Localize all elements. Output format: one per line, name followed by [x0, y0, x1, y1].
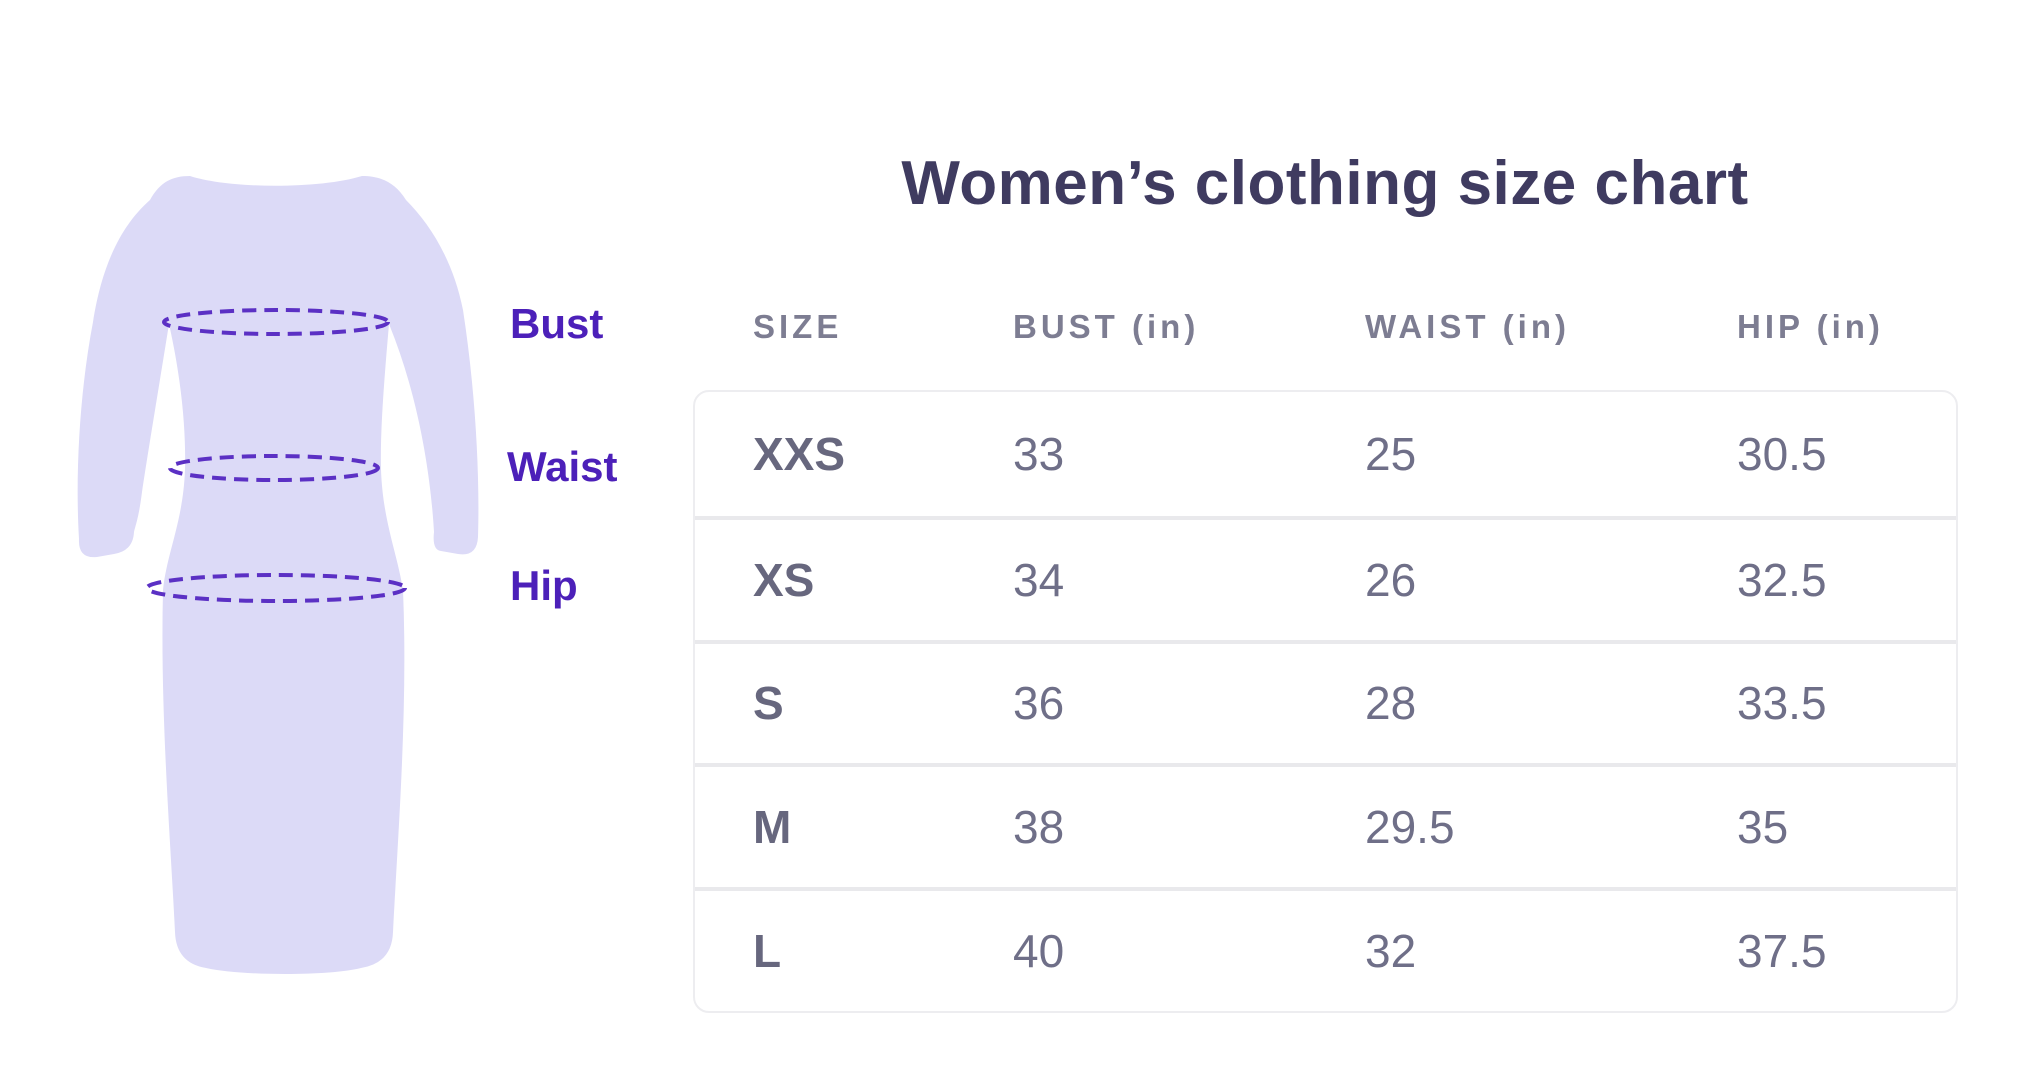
waist-cell: 32: [1365, 925, 1417, 978]
waist-measure-line: [168, 454, 380, 482]
table-row: S 36 28 33.5: [695, 639, 1956, 764]
waist-cell: 28: [1365, 677, 1417, 730]
table-row: XS 34 26 32.5: [695, 515, 1956, 640]
table-header-row: SIZE BUST (in) WAIST (in) HIP (in): [693, 303, 1958, 351]
size-cell: XXS: [753, 427, 846, 480]
waist-cell: 25: [1365, 427, 1417, 480]
table-row: M 38 29.5 35: [695, 763, 1956, 887]
hip-cell: 37.5: [1737, 925, 1827, 978]
size-cell: M: [753, 801, 792, 854]
waist-cell: 26: [1365, 553, 1417, 606]
hip-measure-line: [145, 573, 407, 603]
column-header-size: SIZE: [753, 308, 843, 345]
bust-label: Bust: [510, 300, 604, 347]
bust-cell: 38: [1013, 801, 1065, 854]
table-row: L 40 32 37.5: [695, 887, 1956, 1011]
bust-cell: 40: [1013, 925, 1065, 978]
size-cell: L: [753, 925, 782, 978]
page-title: Women’s clothing size chart: [901, 149, 1749, 218]
waist-cell: 29.5: [1365, 801, 1455, 854]
hip-cell: 33.5: [1737, 677, 1827, 730]
bust-measure-line: [162, 308, 390, 336]
column-header-bust: BUST (in): [1013, 308, 1200, 345]
hip-cell: 32.5: [1737, 553, 1827, 606]
dress-illustration: [77, 176, 479, 974]
size-table: XXS 33 25 30.5 XS 34 26 32.5 S 36 28 33.…: [693, 390, 1958, 1013]
hip-label: Hip: [510, 562, 578, 609]
table-row: XXS 33 25 30.5: [695, 392, 1956, 516]
size-cell: XS: [753, 553, 815, 606]
size-cell: S: [753, 677, 784, 730]
bust-cell: 36: [1013, 677, 1065, 730]
bust-cell: 33: [1013, 427, 1065, 480]
hip-cell: 30.5: [1737, 427, 1827, 480]
dress-silhouette: [77, 176, 479, 974]
bust-cell: 34: [1013, 553, 1065, 606]
hip-cell: 35: [1737, 801, 1789, 854]
column-header-waist: WAIST (in): [1365, 308, 1570, 345]
column-header-hip: HIP (in): [1737, 308, 1884, 345]
waist-label: Waist: [507, 443, 618, 490]
